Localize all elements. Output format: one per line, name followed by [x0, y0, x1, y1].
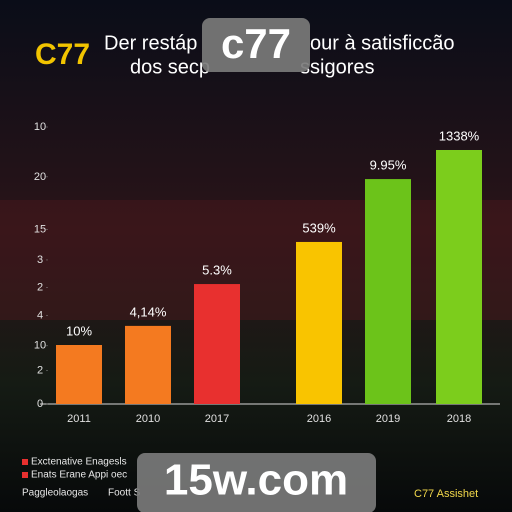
y-tick-label: 15: [34, 223, 46, 235]
value-label: 5.3%: [202, 262, 232, 277]
watermark-box: [202, 18, 310, 72]
y-tick-label: 2: [37, 365, 43, 377]
x-tick-label: 2018: [447, 413, 471, 425]
x-tick-label: 2019: [376, 413, 400, 425]
value-label: 9.95%: [370, 158, 407, 173]
stands: [0, 200, 512, 320]
legend-label: Enats Erane Appi oec: [31, 470, 127, 481]
value-label: 10%: [66, 323, 92, 338]
title: dos secp: [130, 56, 210, 78]
legend-label: Foott S: [108, 488, 141, 499]
title: our à satisficcão: [310, 32, 455, 54]
bar: [56, 344, 102, 404]
y-tick-label: 0: [37, 398, 43, 410]
y-tick-label: 2: [37, 282, 43, 294]
y-tick-label: 10: [34, 340, 46, 352]
value-label: 1338%: [439, 128, 480, 143]
x-tick-label: 2016: [307, 413, 331, 425]
watermark: c77: [221, 20, 291, 67]
bar: [296, 241, 342, 404]
y-tick-label: 20: [34, 171, 46, 183]
y-tick-label: 3: [37, 254, 43, 266]
watermark: 15w.com: [164, 456, 348, 505]
y-tick-label: 10: [34, 121, 46, 133]
title: Der restáp: [104, 32, 197, 54]
bar: [125, 325, 171, 404]
y-tick-label: 4: [37, 309, 43, 321]
legend-label: Exctenative Enagesls: [31, 457, 127, 468]
footer: C77 Assishet: [414, 488, 478, 500]
value-label: 539%: [302, 220, 336, 235]
x-tick-label: 2011: [67, 413, 91, 425]
legend-swatch: [22, 459, 28, 465]
logo: C77: [35, 38, 90, 71]
bar: [194, 284, 240, 404]
legend-swatch: [22, 472, 28, 478]
legend-label: Paggleolaogas: [22, 488, 88, 499]
value-label: 4,14%: [130, 304, 167, 319]
x-tick-label: 2017: [205, 413, 229, 425]
title: ssigores: [300, 56, 374, 78]
bar: [365, 179, 411, 404]
x-tick-label: 2010: [136, 413, 160, 425]
bar: [436, 149, 482, 404]
watermark-box: [137, 453, 376, 512]
